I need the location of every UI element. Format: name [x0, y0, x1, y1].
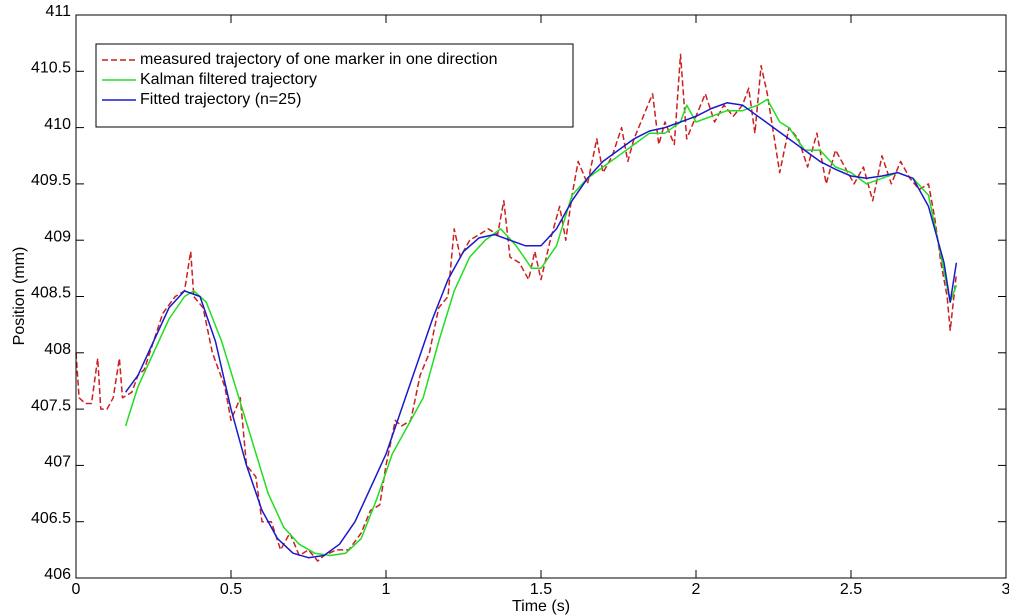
- x-tick-label: 0.5: [220, 581, 242, 598]
- legend-label: Kalman filtered trajectory: [140, 71, 317, 88]
- y-axis-label: Position (mm): [11, 247, 28, 346]
- x-axis-label: Time (s): [512, 598, 570, 615]
- y-tick-label: 409.5: [31, 172, 71, 189]
- legend-label: measured trajectory of one marker in one…: [140, 51, 498, 68]
- y-tick-label: 410: [44, 116, 71, 133]
- y-tick-label: 408: [44, 341, 71, 358]
- x-tick-label: 2: [692, 581, 701, 598]
- y-tick-label: 407.5: [31, 397, 71, 414]
- legend-box: [95, 43, 574, 128]
- y-tick-label: 411: [45, 3, 71, 20]
- series-line: [75, 53, 958, 562]
- x-tick-label: 1.5: [530, 581, 552, 598]
- plot-frame: [75, 14, 1007, 579]
- series-line: [124, 102, 958, 559]
- y-tick-label: 406: [44, 566, 71, 583]
- y-tick-label: 407: [44, 454, 71, 471]
- x-tick-label: 1: [382, 581, 391, 598]
- x-tick-label: 2.5: [840, 581, 862, 598]
- y-tick-label: 408.5: [31, 285, 71, 302]
- legend-label: Fitted trajectory (n=25): [140, 91, 301, 108]
- series-line: [124, 98, 958, 557]
- y-tick-label: 409: [44, 228, 71, 245]
- y-tick-label: 406.5: [31, 510, 71, 527]
- y-tick-label: 410.5: [31, 60, 71, 77]
- x-tick-label: 3: [1002, 581, 1009, 598]
- x-tick-label: 0: [72, 581, 81, 598]
